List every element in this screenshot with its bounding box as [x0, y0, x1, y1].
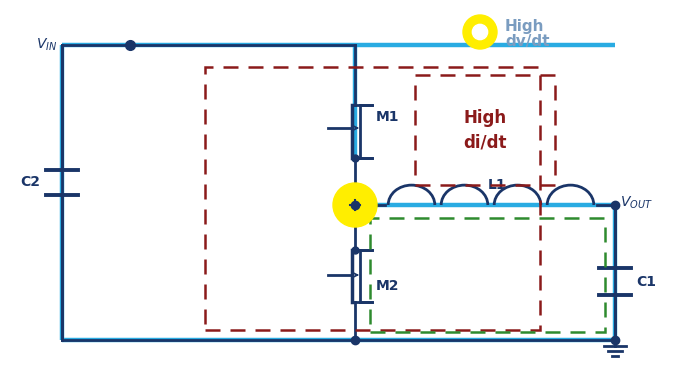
Text: $V_{OUT}$: $V_{OUT}$ — [620, 195, 653, 211]
Bar — [415, 75, 555, 185]
Text: High
di/dt: High di/dt — [463, 109, 507, 151]
Circle shape — [463, 15, 497, 49]
Text: C2: C2 — [20, 175, 40, 189]
Text: $V_{IN}$: $V_{IN}$ — [36, 37, 57, 53]
Text: M2: M2 — [376, 279, 400, 293]
Circle shape — [333, 183, 377, 227]
Text: C1: C1 — [636, 275, 656, 289]
Bar — [370, 218, 605, 332]
Text: L1: L1 — [488, 178, 507, 192]
Bar — [205, 67, 540, 330]
Circle shape — [473, 25, 488, 40]
Text: dv/dt: dv/dt — [505, 33, 550, 49]
Text: M1: M1 — [376, 110, 400, 124]
Text: High: High — [505, 19, 545, 33]
